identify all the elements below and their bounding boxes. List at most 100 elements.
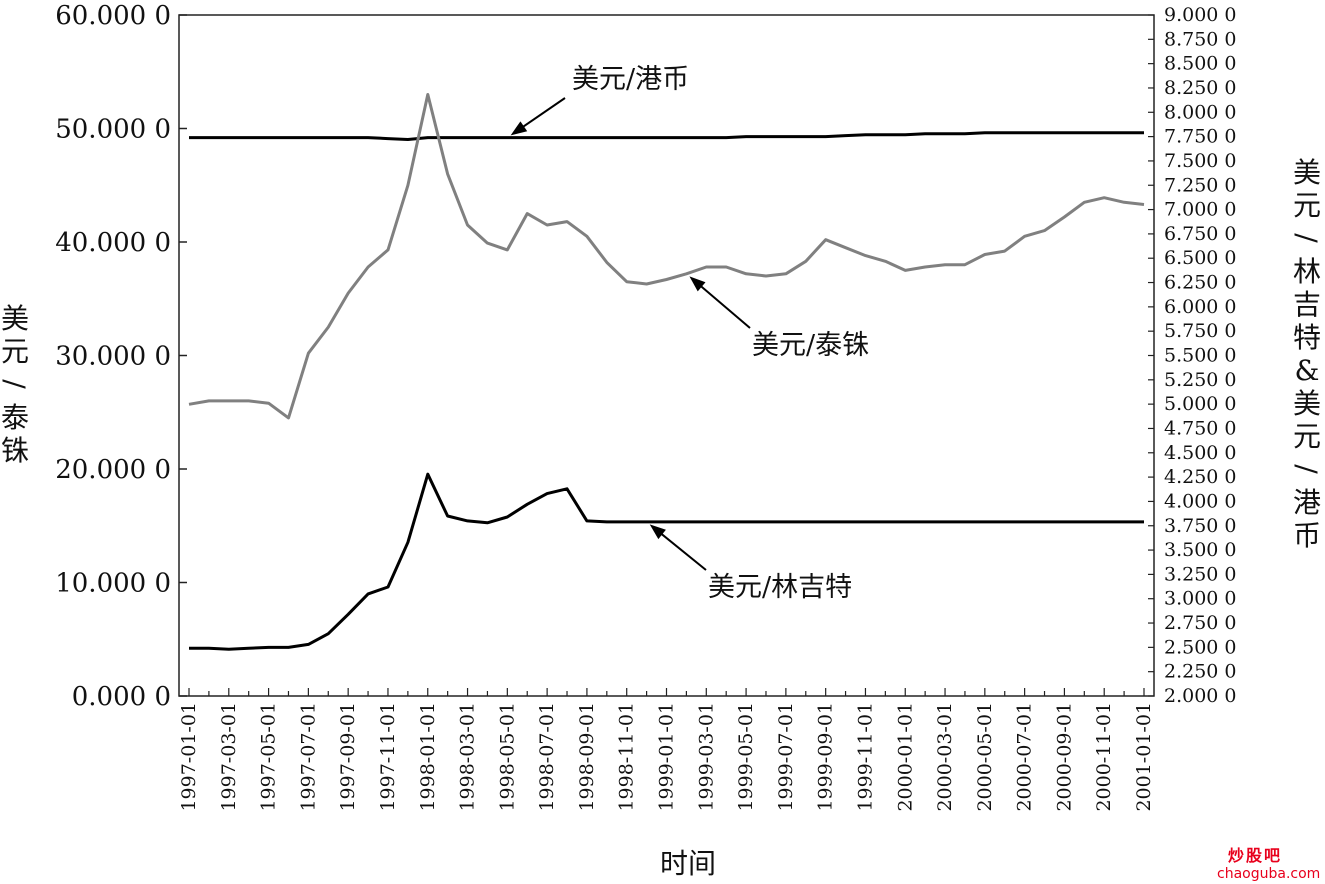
x-tick-label: 1999-11-01 (854, 702, 876, 812)
right-tick-label: 7.750 0 (1164, 126, 1237, 148)
x-tick-label: 1997-07-01 (297, 702, 319, 812)
axes (178, 14, 1155, 697)
axis-title-char: 吉 (1293, 288, 1321, 321)
axis-title-char: 港 (1293, 486, 1321, 519)
x-tick-label: 2000-05-01 (974, 702, 996, 812)
left-tick-label: 20.000 0 (55, 455, 171, 485)
x-tick-label: 1998-01-01 (417, 702, 439, 812)
annotation-arrow-line (656, 529, 707, 571)
x-tick-label: 2000-03-01 (934, 702, 956, 812)
annotation-label: 美元/林吉特 (708, 572, 852, 603)
right-tick-label: 2.500 0 (1164, 636, 1237, 658)
x-tick-label: 1998-11-01 (616, 702, 638, 812)
left-tick-label: 40.000 0 (55, 228, 171, 258)
right-tick-label: 4.750 0 (1164, 417, 1237, 439)
axis-title-char: 美 (1293, 156, 1321, 189)
left-tick-label: 30.000 0 (55, 342, 171, 372)
left-tick-label: 0.000 0 (72, 682, 171, 712)
right-tick-label: 6.500 0 (1164, 247, 1237, 269)
axis-title-char: 美 (1293, 387, 1321, 420)
annotation-arrow-head (510, 121, 528, 136)
axis-title-char: 泰 (1, 401, 29, 434)
right-tick-label: 3.000 0 (1164, 588, 1237, 610)
axis-title-char: 币 (1293, 519, 1321, 552)
right-tick-label: 7.250 0 (1164, 174, 1237, 196)
series-line (189, 472, 1144, 651)
annotation-arrow-line (696, 282, 751, 329)
right-tick-label: 5.000 0 (1164, 393, 1237, 415)
annotation-arrow-head (649, 524, 666, 540)
annotation-label: 美元/港币 (572, 64, 689, 95)
right-tick-label: 4.000 0 (1164, 490, 1237, 512)
x-tick-label: 2001-01-01 (1133, 702, 1155, 812)
annotation-arrow-line (518, 97, 566, 131)
x-tick-label: 2000-11-01 (1093, 702, 1115, 812)
right-tick-label: 6.000 0 (1164, 296, 1237, 318)
right-tick-label: 8.000 0 (1164, 101, 1237, 123)
left-tick-label: 60.000 0 (55, 1, 171, 31)
axis-title-char: 元 (1293, 189, 1321, 222)
x-axis-title: 时间 (660, 847, 716, 880)
right-tick-label: 5.500 0 (1164, 345, 1237, 367)
series-line (188, 93, 1145, 420)
ticks: 0.000 0 10.000 0 20.000 0 30.000 0 40.000 0 5… (55, 1, 1236, 812)
right-tick-label: 6.750 0 (1164, 223, 1237, 245)
right-tick-label: 6.250 0 (1164, 272, 1237, 294)
right-tick-label: 4.500 0 (1164, 442, 1237, 464)
annotation-label: 美元/泰铢 (752, 330, 869, 361)
axis-title-char: 美 (1, 302, 29, 335)
x-tick-label: 1999-05-01 (735, 702, 757, 812)
right-tick-label: 8.500 0 (1164, 53, 1237, 75)
x-tick-label: 1998-05-01 (496, 702, 518, 812)
right-tick-label: 7.000 0 (1164, 199, 1237, 221)
right-tick-label: 5.750 0 (1164, 320, 1237, 342)
right-tick-label: 2.750 0 (1164, 612, 1237, 634)
x-tick-label: 1997-09-01 (337, 702, 359, 812)
x-tick-label: 1997-05-01 (258, 702, 280, 812)
x-tick-label: 1997-11-01 (377, 702, 399, 812)
right-tick-label: 2.000 0 (1164, 685, 1237, 707)
series-lines (188, 93, 1145, 651)
right-axis-title: 美元/林吉特&美元/港币 (1290, 156, 1323, 552)
right-tick-label: 8.250 0 (1164, 77, 1237, 99)
x-tick-label: 1998-03-01 (457, 702, 479, 812)
right-tick-label: 3.500 0 (1164, 539, 1237, 561)
annotation-arrow-head (689, 276, 706, 292)
x-tick-label: 2000-09-01 (1053, 702, 1075, 812)
x-tick-label: 2000-07-01 (1014, 702, 1036, 812)
right-tick-label: 2.250 0 (1164, 661, 1237, 683)
right-tick-label: 4.250 0 (1164, 466, 1237, 488)
axis-title-char: / (1290, 233, 1323, 243)
x-tick-label: 1997-01-01 (178, 702, 200, 812)
x-tick-label: 2000-01-01 (894, 702, 916, 812)
right-tick-label: 8.750 0 (1164, 28, 1237, 50)
x-tick-label: 1998-09-01 (576, 702, 598, 812)
right-tick-label: 5.250 0 (1164, 369, 1237, 391)
axis-title-char: 特 (1293, 321, 1321, 354)
x-tick-label: 1999-01-01 (656, 702, 678, 812)
plot-frame (178, 14, 1155, 697)
series-line (189, 131, 1144, 141)
watermark-sub: chaoguba.com (1217, 866, 1320, 882)
watermark-main: 炒股吧 (1228, 846, 1282, 865)
right-tick-label: 9.000 0 (1164, 4, 1237, 26)
axis-title-char: / (1290, 464, 1323, 474)
left-tick-label: 50.000 0 (55, 115, 171, 145)
x-tick-label: 1999-07-01 (775, 702, 797, 812)
watermark: 炒股吧 chaoguba.com (1217, 846, 1320, 882)
right-tick-label: 3.750 0 (1164, 515, 1237, 537)
x-tick-label: 1999-03-01 (695, 702, 717, 812)
axis-title-char: & (1295, 354, 1320, 387)
right-tick-label: 3.250 0 (1164, 563, 1237, 585)
axis-title-char: / (0, 379, 31, 389)
x-tick-label: 1999-09-01 (815, 702, 837, 812)
axis-title-char: 林 (1293, 255, 1321, 288)
axis-title-char: 元 (1, 335, 29, 368)
axis-title-char: 元 (1293, 420, 1321, 453)
axis-title-char: 铢 (1, 434, 29, 467)
left-axis-title: 美元 / 泰铢 (0, 302, 31, 467)
right-tick-label: 7.500 0 (1164, 150, 1237, 172)
